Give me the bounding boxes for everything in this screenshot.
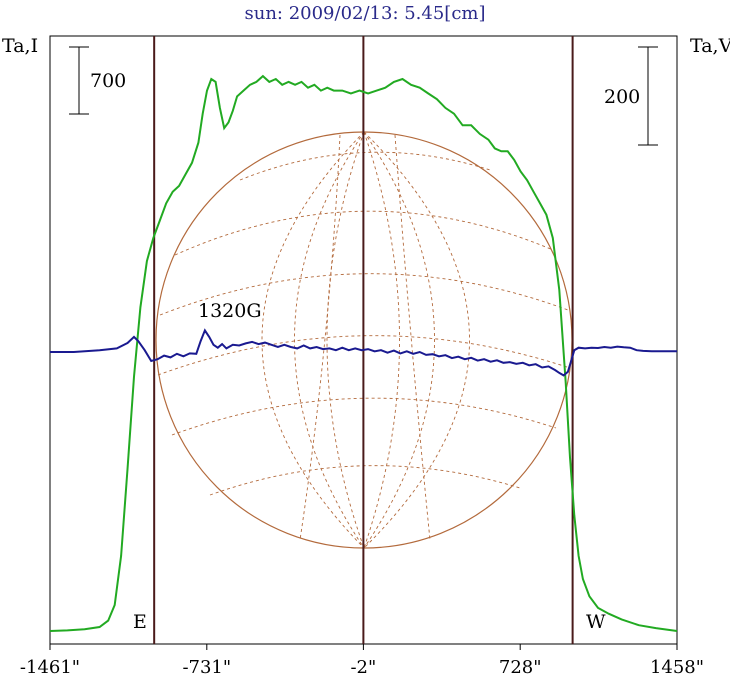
x-tick-label: -2": [350, 657, 376, 678]
right-axis-label: Ta,V: [690, 35, 730, 57]
x-tick-label: -731": [182, 657, 231, 678]
polarization-scale-label: 200: [604, 86, 640, 108]
polarization-curve: [50, 328, 677, 377]
intensity-curve: [49, 74, 678, 632]
reference-lines: [153, 36, 574, 644]
chart-title: sun: 2009/02/13: 5.45[cm]: [244, 3, 485, 24]
polarization-scale-bar: [638, 46, 658, 146]
intensity-scale-label: 700: [90, 70, 126, 92]
x-tick-label: 728": [499, 657, 542, 678]
x-tick-labels: -1461" -731" -2" 728" 1458": [20, 644, 704, 678]
x-tick-label: 1458": [650, 657, 704, 678]
x-tick-label: -1461": [20, 657, 80, 678]
left-axis-label: Ta,I: [2, 35, 38, 57]
field-strength-annotation: 1320G: [198, 300, 262, 322]
west-limb-label: W: [586, 611, 606, 633]
east-limb-label: E: [133, 611, 147, 633]
intensity-scale-bar: [69, 46, 89, 115]
